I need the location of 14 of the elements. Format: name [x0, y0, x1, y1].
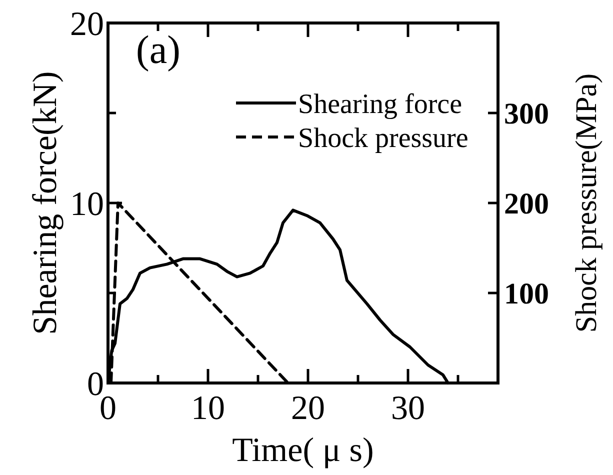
y-tick-label: 10 [70, 186, 104, 223]
x-tick-label: 10 [191, 390, 225, 427]
y2-tick-label: 100 [504, 278, 549, 310]
y-tick-label: 20 [70, 6, 104, 43]
x-axis-title: Time( μ s) [232, 432, 374, 469]
x-tick-label: 30 [391, 390, 425, 427]
y-axis-title: Shearing force(kN) [27, 71, 64, 335]
y2-tick-label: 300 [504, 98, 549, 130]
x-tick-label: 20 [291, 390, 325, 427]
annotation: (a) [136, 27, 180, 72]
y2-tick-label: 200 [504, 188, 549, 220]
legend-label: Shearing force [298, 88, 462, 120]
y2-axis-title: Shock pressure(MPa) [570, 73, 603, 333]
legend-label: Shock pressure [298, 122, 468, 154]
